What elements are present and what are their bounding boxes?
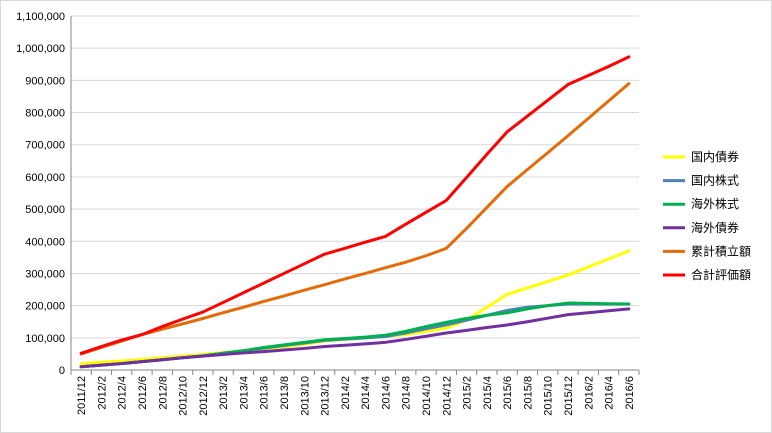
x-tick-label: 2014/4 [360,376,372,410]
y-tick-label: 0 [59,365,65,377]
legend-label: 国内株式 [691,173,739,188]
axes [70,16,640,375]
series-line-4 [79,82,631,356]
legend-label: 合計評価額 [691,267,751,282]
y-tick-label: 700,000 [25,140,65,152]
x-tick-label: 2013/10 [299,376,311,416]
x-tick-label: 2012/6 [137,376,149,410]
y-tick-label: 600,000 [25,172,65,184]
legend-label: 海外債券 [691,220,739,235]
x-tick-label: 2012/10 [178,376,190,416]
x-tick-label: 2016/4 [604,376,616,410]
x-tick-label: 2015/6 [502,376,514,410]
y-tick-label: 400,000 [25,236,65,248]
y-tick-label: 100,000 [25,333,65,345]
x-tick-label: 2013/4 [238,376,250,410]
legend-label: 海外株式 [691,196,739,211]
legend-label: 累計積立額 [691,243,751,258]
y-tick-label: 1,100,000 [16,11,65,23]
y-axis-tick-labels: 0 100,000 200,000 300,000 400,000 500,000 600,… [16,11,65,377]
x-tick-label: 2016/2 [583,376,595,410]
x-tick-label: 2012/12 [198,376,210,416]
y-tick-label: 200,000 [25,301,65,313]
y-tick-label: 300,000 [25,268,65,280]
gridlines [71,15,639,339]
series-lines [79,55,631,369]
x-tick-label: 2016/6 [624,376,636,410]
x-tick-label: 2011/12 [76,376,88,415]
x-tick-label: 2014/6 [380,376,392,410]
x-tick-label: 2013/6 [259,376,271,410]
y-tick-label: 900,000 [25,75,65,87]
x-tick-label: 2012/4 [117,376,129,410]
x-tick-label: 2012/8 [157,376,169,410]
x-tick-label: 2014/12 [441,376,453,416]
x-tick-label: 2015/4 [482,376,494,410]
x-tick-label: 2013/2 [218,376,230,410]
x-tick-label: 2012/2 [96,376,108,410]
x-tick-label: 2014/8 [401,376,413,410]
x-tick-label: 2015/8 [522,376,534,410]
y-tick-label: 500,000 [25,204,65,216]
x-tick-label: 2013/8 [279,376,291,410]
x-tick-label: 2014/2 [340,376,352,410]
x-tick-label: 2015/10 [543,376,555,416]
x-tick-label: 2015/12 [563,376,575,416]
series-line-5 [79,55,631,355]
y-tick-label: 800,000 [25,108,65,120]
x-axis-tick-labels: 2011/12 2012/2 2012/4 2012/6 2012/8 2012/10 20… [76,376,636,416]
legend-label: 国内債券 [691,149,739,164]
x-tick-label: 2015/2 [462,376,474,410]
y-tick-label: 1,000,000 [16,43,65,55]
x-tick-label: 2014/10 [421,376,433,416]
series-line-3 [79,307,631,369]
x-tick-label: 2013/12 [320,376,332,416]
